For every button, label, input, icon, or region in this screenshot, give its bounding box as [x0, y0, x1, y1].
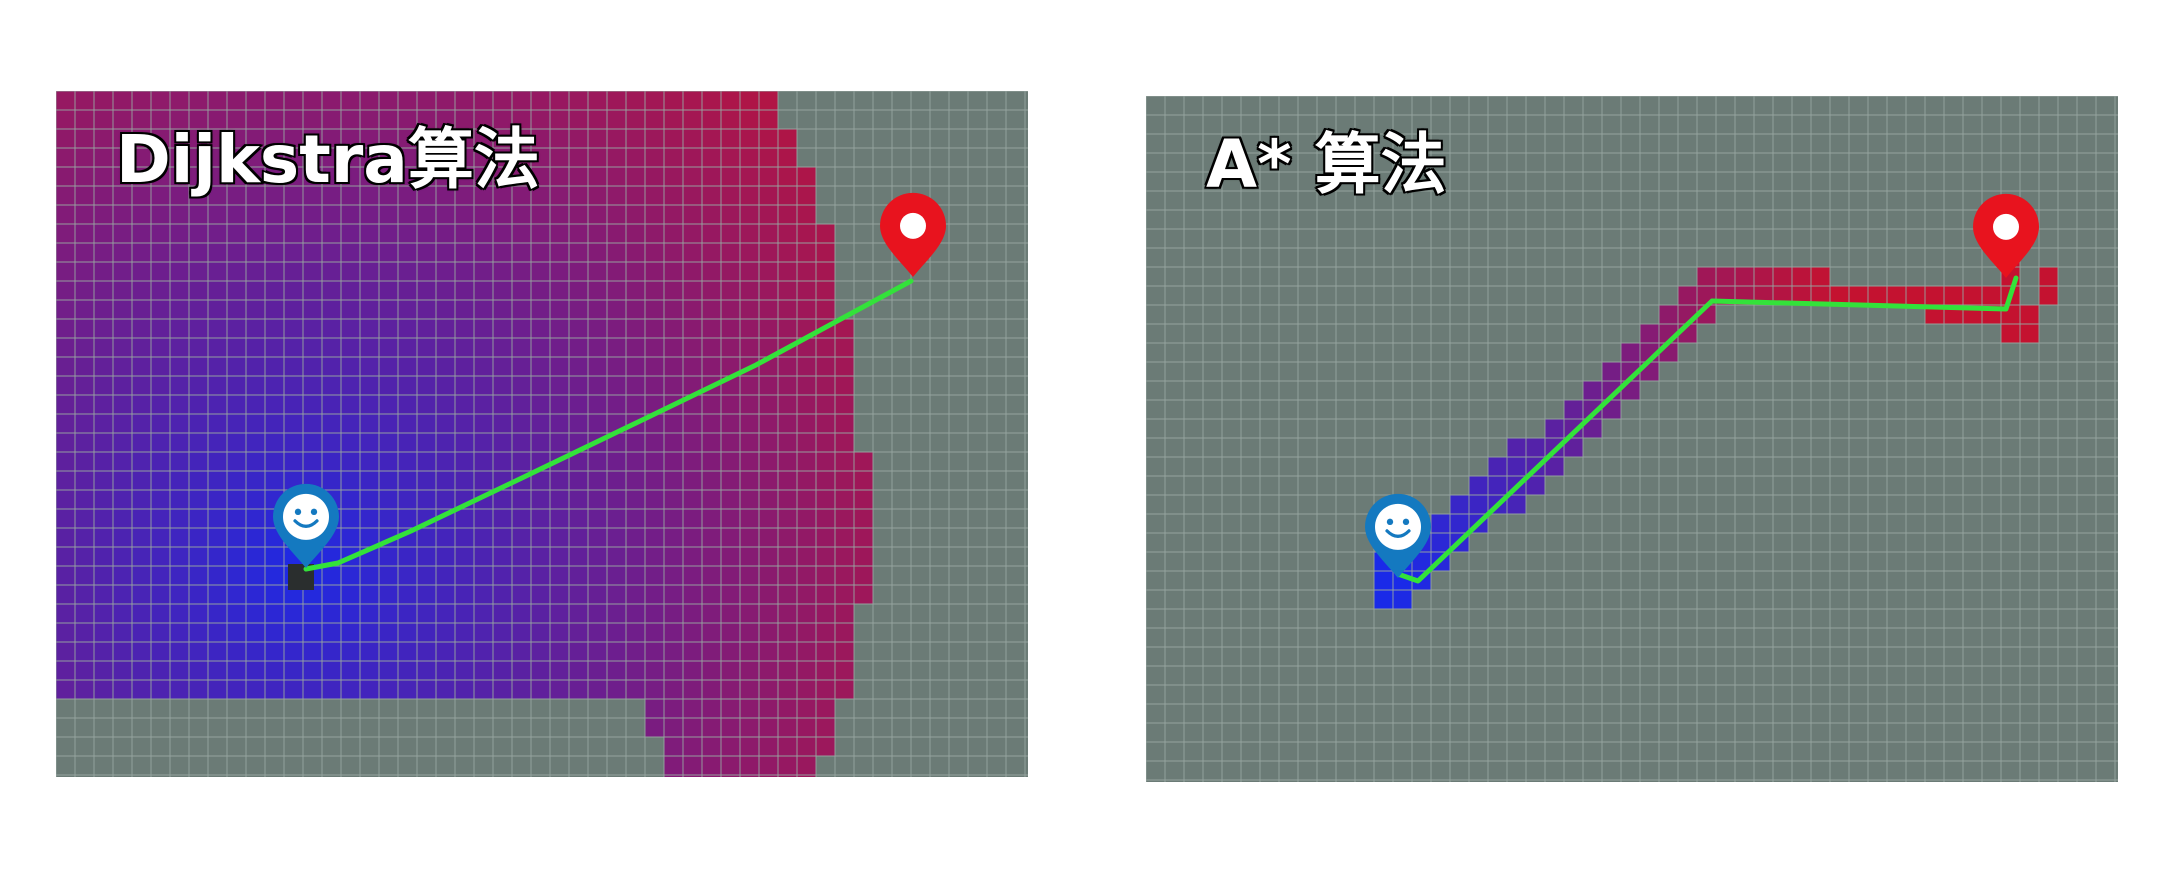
- astar-title: A* 算法: [1205, 126, 1449, 203]
- grid-lines: [1146, 96, 2118, 782]
- start-marker: [1365, 493, 1431, 578]
- explored-cells: [1374, 248, 2058, 609]
- goal-marker: [880, 192, 946, 277]
- goal-marker: [1973, 193, 2039, 278]
- shortest-path: [303, 278, 914, 572]
- explored-cells: [56, 91, 873, 777]
- start-marker: [273, 483, 339, 568]
- astar-grid: [1146, 96, 2118, 782]
- dijkstra-panel: Dijkstra算法: [56, 91, 1028, 777]
- dijkstra-title: Dijkstra算法: [115, 121, 542, 198]
- grid-lines: [56, 91, 1028, 777]
- shortest-path: [1395, 275, 2019, 584]
- dijkstra-grid: [56, 91, 1028, 777]
- astar-panel: A* 算法: [1146, 96, 2118, 782]
